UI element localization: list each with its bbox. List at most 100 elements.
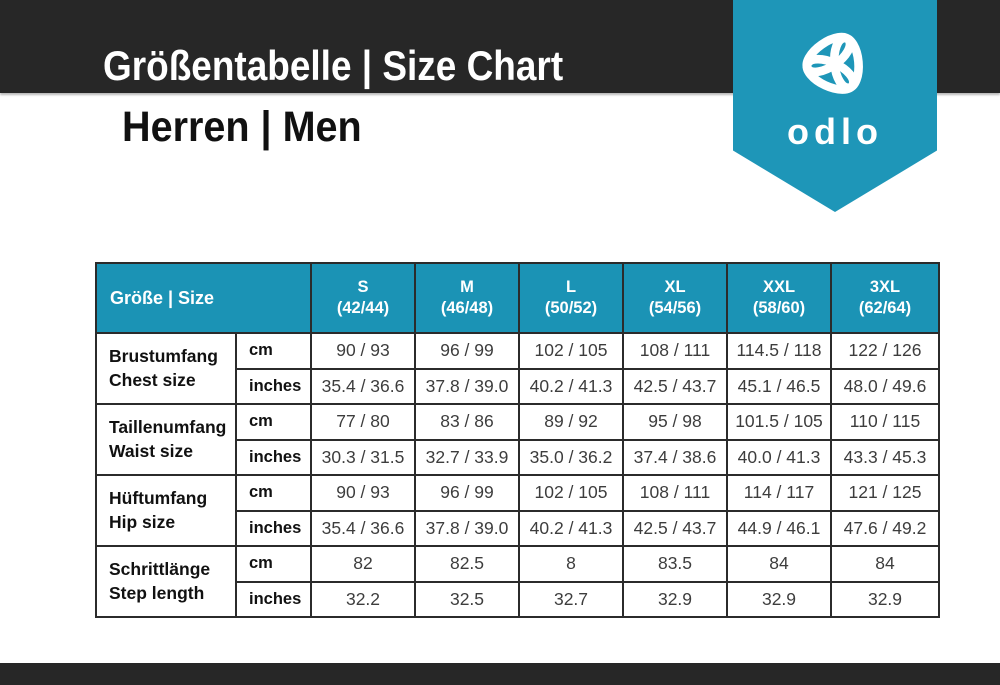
value-cell: 45.1 / 46.5 [726, 367, 832, 405]
table-row: inches 35.4 / 36.6 37.8 / 39.0 40.2 / 41.3 4… [96, 367, 940, 405]
size-range: (42/44) [336, 299, 390, 317]
measurement-label-en: Hip size [109, 511, 176, 532]
value-cell: 84 [726, 545, 832, 583]
size-label: 3XL [869, 277, 901, 296]
value-cell: 32.5 [414, 580, 520, 618]
size-column-header: L (50/52) [518, 262, 624, 334]
value-cell: 83.5 [622, 545, 728, 583]
value-cell: 37.8 / 39.0 [414, 367, 520, 405]
value-cell: 48.0 / 49.6 [830, 367, 940, 405]
value-cell: 95 / 98 [622, 403, 728, 441]
measurement-label: Taillenumfang Waist size [95, 403, 237, 476]
size-label: S [357, 277, 369, 296]
value-cell: 42.5 / 43.7 [622, 509, 728, 547]
table-row: Hüftumfang Hip size cm 90 / 93 96 / 99 102 / … [95, 474, 940, 547]
unit-cell-inches: inches [235, 438, 312, 476]
measurement-label-de: Schrittlänge [109, 558, 211, 579]
measurement-label-en: Chest size [109, 369, 196, 390]
measurement-label-de: Taillenumfang [109, 416, 227, 437]
measurement-label-de: Brustumfang [109, 345, 218, 366]
value-cell: 114.5 / 118 [726, 332, 832, 370]
value-cell: 42.5 / 43.7 [622, 367, 728, 405]
brand-wordmark: odlo [787, 111, 883, 152]
value-cell: 101.5 / 105 [726, 403, 832, 441]
size-label: L [565, 277, 577, 296]
value-cell: 40.2 / 41.3 [518, 509, 624, 547]
value-cell: 8 [518, 545, 624, 583]
measurement-label: Brustumfang Chest size [95, 332, 237, 405]
page-title: Größentabelle | Size Chart [103, 42, 564, 89]
value-cell: 96 / 99 [414, 332, 520, 370]
value-cell: 32.9 [726, 580, 832, 618]
value-cell: 90 / 93 [310, 474, 416, 512]
value-cell: 82.5 [414, 545, 520, 583]
value-cell: 114 / 117 [726, 474, 832, 512]
value-cell: 89 / 92 [518, 403, 624, 441]
value-cell: 82 [310, 545, 416, 583]
unit-cell-cm: cm [235, 403, 312, 441]
value-cell: 108 / 111 [622, 474, 728, 512]
value-cell: 96 / 99 [414, 474, 520, 512]
measurement-label: Schrittlänge Step length [95, 545, 237, 618]
unit-cell-cm: cm [235, 474, 312, 512]
table-row: Schrittlänge Step length cm 82 82.5 8 83.5 84 84 [95, 545, 940, 618]
table-row: inches 30.3 / 31.5 32.7 / 33.9 35.0 / 36.2 3… [96, 438, 940, 476]
value-cell: 77 / 80 [310, 403, 416, 441]
unit-cell-inches: inches [235, 509, 312, 547]
value-cell: 32.7 [518, 580, 624, 618]
size-range: (54/56) [648, 299, 702, 317]
value-cell: 44.9 / 46.1 [726, 509, 832, 547]
measurement-label-de: Hüftumfang [109, 487, 208, 508]
value-cell: 43.3 / 45.3 [830, 438, 940, 476]
value-cell: 40.0 / 41.3 [726, 438, 832, 476]
value-cell: 37.4 / 38.6 [622, 438, 728, 476]
value-cell: 30.3 / 31.5 [310, 438, 416, 476]
unit-cell-inches: inches [235, 367, 312, 405]
value-cell: 47.6 / 49.2 [830, 509, 940, 547]
value-cell: 83 / 86 [414, 403, 520, 441]
value-cell: 108 / 111 [622, 332, 728, 370]
unit-cell-inches: inches [235, 580, 312, 618]
measurement-label-en: Step length [109, 582, 205, 603]
footer-band [0, 663, 1000, 685]
value-cell: 32.9 [830, 580, 940, 618]
size-range: (46/48) [440, 299, 494, 317]
page-subtitle: Herren | Men [122, 103, 362, 151]
value-cell: 37.8 / 39.0 [414, 509, 520, 547]
table-row: Taillenumfang Waist size cm 77 / 80 83 / 86 8… [95, 403, 940, 476]
table-row: Brustumfang Chest size cm 90 / 93 96 / 99 102… [95, 332, 940, 405]
size-range: (50/52) [544, 299, 598, 317]
value-cell: 35.4 / 36.6 [310, 367, 416, 405]
measurement-label-en: Waist size [109, 440, 193, 461]
value-cell: 122 / 126 [830, 332, 940, 370]
size-label: M [460, 277, 474, 296]
unit-cell-cm: cm [235, 545, 312, 583]
value-cell: 35.0 / 36.2 [518, 438, 624, 476]
table-row: inches 32.2 32.5 32.7 32.9 32.9 32.9 [96, 580, 940, 618]
size-column-header: S (42/44) [310, 262, 416, 334]
value-cell: 121 / 125 [830, 474, 940, 512]
size-label: XXL [762, 277, 796, 296]
table-row: inches 35.4 / 36.6 37.8 / 39.0 40.2 / 41.3 4… [96, 509, 940, 547]
size-column-header: XL (54/56) [622, 262, 728, 334]
size-range: (62/64) [858, 299, 912, 317]
size-table-body: Brustumfang Chest size cm 90 / 93 96 / 99 102… [95, 332, 940, 618]
value-cell: 40.2 / 41.3 [518, 367, 624, 405]
size-column-header: XXL (58/60) [726, 262, 832, 334]
size-range: (58/60) [752, 299, 806, 317]
value-cell: 32.2 [310, 580, 416, 618]
size-table-header-row: Größe | Size S (42/44) M (46/48) L (50/52) XL (… [95, 262, 940, 334]
size-column-header: 3XL (62/64) [830, 262, 940, 334]
measurement-label: Hüftumfang Hip size [95, 474, 237, 547]
value-cell: 35.4 / 36.6 [310, 509, 416, 547]
size-label: XL [664, 277, 686, 296]
value-cell: 102 / 105 [518, 474, 624, 512]
value-cell: 110 / 115 [830, 403, 940, 441]
value-cell: 102 / 105 [518, 332, 624, 370]
value-cell: 84 [830, 545, 940, 583]
value-cell: 32.9 [622, 580, 728, 618]
value-cell: 90 / 93 [310, 332, 416, 370]
corner-header: Größe | Size [95, 262, 312, 334]
unit-cell-cm: cm [235, 332, 312, 370]
value-cell: 32.7 / 33.9 [414, 438, 520, 476]
